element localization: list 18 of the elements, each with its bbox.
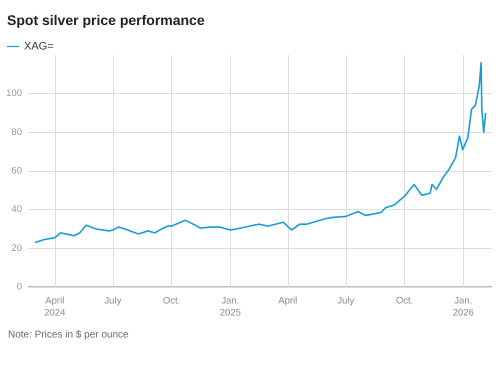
x-tick-label: April 2024 bbox=[44, 296, 66, 318]
y-tick-label: 80 bbox=[11, 126, 22, 138]
y-tick-label: 100 bbox=[6, 88, 22, 100]
x-tick-label: April bbox=[278, 296, 298, 306]
x-tick-label: July bbox=[104, 296, 122, 306]
x-tick-label: Oct. bbox=[162, 296, 180, 306]
legend-label: XAG= bbox=[24, 40, 54, 52]
text: Note: Prices in $ per ounce bbox=[8, 330, 130, 340]
line-series bbox=[34, 62, 486, 244]
x-tick-label: Oct. bbox=[396, 296, 414, 306]
x-tick-label: July bbox=[337, 296, 355, 306]
y-tick-label: 60 bbox=[11, 166, 22, 176]
y-tick-label: 40 bbox=[11, 204, 22, 216]
chart-title: Spot silver price performance bbox=[7, 12, 205, 28]
y-tick-label: 0 bbox=[16, 282, 22, 292]
x-tick-label: Jan. 2026 bbox=[452, 296, 474, 318]
x-tick-label: Jan. 2025 bbox=[220, 296, 241, 318]
y-tick-label: 20 bbox=[11, 242, 22, 254]
